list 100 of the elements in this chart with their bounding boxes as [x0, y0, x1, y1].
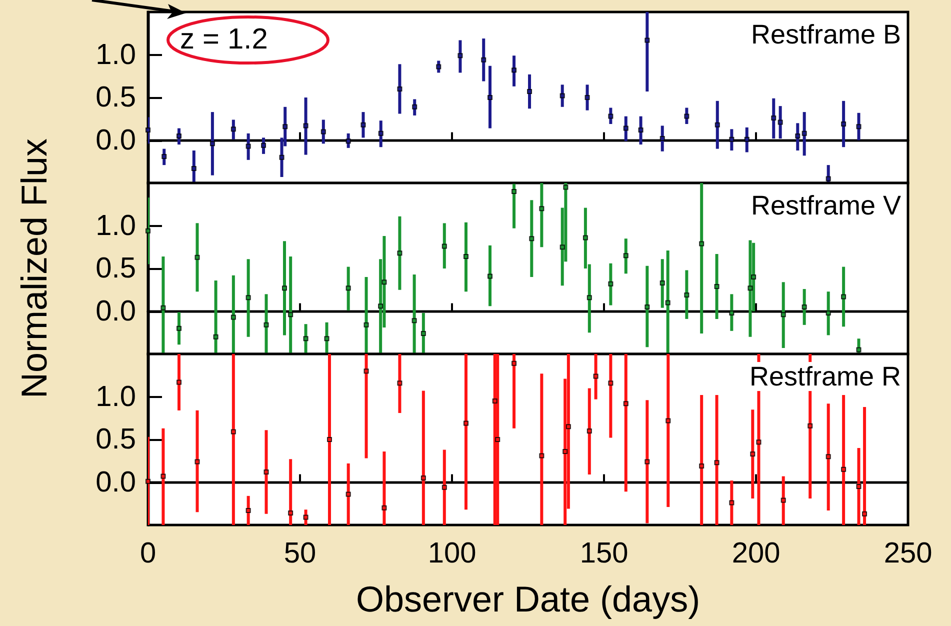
y-tick-label: 1.0: [96, 210, 136, 242]
point: [246, 508, 251, 513]
point: [566, 424, 571, 430]
point: [862, 511, 868, 516]
point: [684, 292, 690, 298]
point: [744, 136, 750, 142]
point: [644, 459, 650, 464]
point: [802, 130, 807, 136]
point: [210, 141, 215, 146]
point: [458, 53, 463, 58]
point: [282, 286, 287, 291]
point: [539, 206, 544, 212]
y-tick-label: 0.0: [96, 295, 136, 328]
point: [529, 236, 534, 242]
point: [246, 144, 251, 149]
point: [176, 133, 182, 138]
point: [826, 310, 831, 316]
point: [230, 314, 236, 320]
y-tick-label: 1.0: [96, 380, 136, 413]
x-tick-label: 100: [428, 538, 476, 570]
point: [264, 322, 269, 328]
annotation: z = 1.2: [180, 24, 268, 56]
point: [442, 484, 447, 490]
point: [436, 64, 442, 70]
y-tick-label: 0.5: [96, 424, 136, 456]
point: [623, 253, 628, 258]
point: [261, 142, 266, 148]
y-tick-label: 0.5: [96, 82, 136, 114]
point: [364, 368, 369, 374]
point: [714, 460, 720, 466]
point: [699, 241, 704, 246]
point: [644, 38, 650, 43]
point: [808, 423, 813, 428]
series-label: Restframe V: [750, 190, 902, 220]
point: [608, 380, 614, 386]
point: [463, 254, 468, 260]
point: [660, 280, 665, 286]
text: Restframe B: [750, 20, 902, 50]
point: [586, 295, 592, 300]
point: [771, 116, 776, 121]
point: [230, 429, 236, 434]
point: [326, 437, 332, 442]
point: [841, 466, 846, 472]
point: [146, 127, 150, 132]
point: [346, 138, 351, 144]
point: [442, 244, 447, 249]
point: [495, 437, 500, 442]
point: [699, 464, 704, 469]
point: [303, 123, 308, 128]
point: [378, 304, 384, 309]
point: [420, 330, 426, 336]
point: [729, 136, 734, 142]
x-tick-label: 0: [140, 538, 156, 570]
y-tick-label: 0.0: [96, 466, 136, 498]
point: [512, 360, 517, 366]
point: [160, 305, 166, 310]
point: [584, 95, 590, 100]
point: [826, 176, 831, 182]
point: [412, 318, 417, 324]
point: [420, 475, 426, 480]
point: [714, 284, 720, 289]
point: [397, 86, 402, 92]
point: [191, 166, 196, 171]
point: [288, 510, 294, 516]
point: [481, 57, 486, 62]
point: [638, 127, 644, 132]
point: [360, 122, 366, 128]
point: [795, 133, 800, 138]
point: [512, 189, 517, 194]
point: [160, 474, 166, 479]
point: [146, 228, 150, 234]
y-tick-label: 0.0: [96, 124, 136, 156]
point: [539, 453, 544, 458]
point: [412, 104, 418, 110]
point: [194, 254, 200, 260]
point: [748, 286, 753, 291]
point: [778, 120, 783, 125]
point: [780, 312, 786, 318]
point: [176, 380, 182, 385]
point: [488, 95, 492, 100]
point: [282, 124, 288, 130]
point: [560, 93, 565, 98]
point: [492, 398, 498, 404]
point: [644, 304, 650, 310]
point: [684, 114, 690, 119]
point: [666, 418, 671, 424]
point: [246, 295, 251, 300]
point: [586, 428, 592, 434]
point: [382, 505, 387, 510]
point: [623, 401, 628, 406]
point: [320, 129, 326, 134]
point: [660, 136, 665, 142]
point: [176, 326, 182, 331]
point: [264, 469, 269, 474]
x-tick-label: 50: [284, 538, 316, 570]
point: [780, 498, 786, 503]
point: [324, 336, 330, 342]
point: [397, 250, 402, 256]
point: [364, 322, 369, 328]
point: [714, 122, 720, 128]
